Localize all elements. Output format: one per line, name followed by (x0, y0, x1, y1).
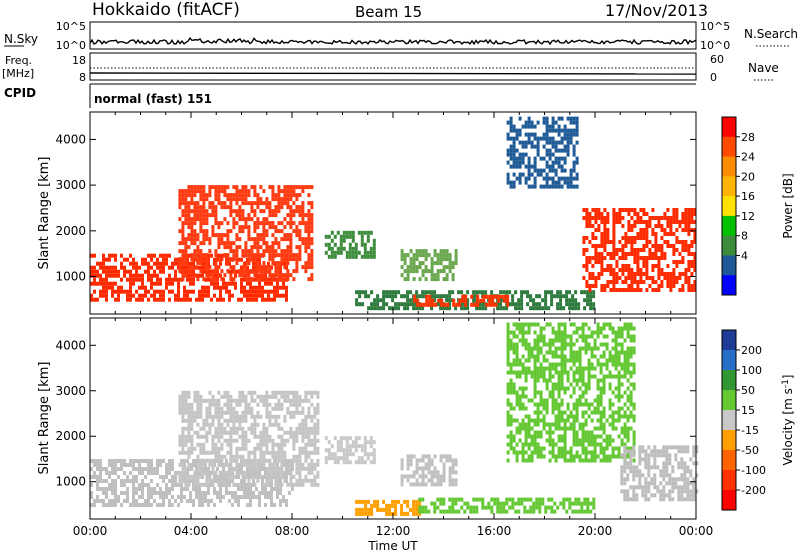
velocity-cbar-seg-8 (722, 490, 736, 510)
power-cbar-seg-1 (722, 137, 736, 157)
power-cbar-tick-6: 4 (741, 249, 748, 262)
power-colorbar: 28 24 20 16 12 8 4 Power [dB] (722, 117, 795, 295)
nsky-strip: N.Sky 10^5 10^0 10^5 10^0 N.Search (4, 20, 798, 52)
nave-tick-top: 60 (710, 53, 724, 66)
x-tick-label-2: 08:00 (275, 524, 310, 538)
velocity-ytick-label-0: 1000 (55, 475, 86, 489)
velocity-region-2 (325, 436, 376, 464)
velocity-cbar-seg-3 (722, 390, 736, 410)
power-panel: 1000 2000 3000 4000 Slant Range [km] (37, 112, 696, 314)
velocity-region-7 (620, 445, 698, 501)
power-colorbar-label: Power [dB] (781, 173, 795, 238)
velocity-cbar-seg-1 (722, 350, 736, 370)
velocity-cbar-tick-2: 50 (741, 384, 755, 397)
nsearch-tick-top: 10^5 (700, 20, 730, 33)
nave-tick-bottom: 0 (710, 71, 717, 84)
x-tick-label-4: 16:00 (477, 524, 512, 538)
freq-unit: [MHz] (2, 67, 34, 80)
power-cbar-seg-7 (722, 255, 736, 275)
velocity-cbar-seg-2 (722, 370, 736, 390)
power-x-axis (90, 112, 696, 314)
velocity-region-6 (507, 323, 636, 463)
power-cbar-seg-2 (722, 157, 736, 177)
velocity-ytick-label-1: 2000 (55, 429, 86, 443)
date-title: 17/Nov/2013 (605, 1, 708, 20)
velocity-y-axis-label: Slant Range [km] (37, 362, 52, 475)
cpid-value: normal (fast) 151 (94, 92, 212, 106)
power-data-layer (90, 117, 696, 311)
x-tick-label-3: 12:00 (376, 524, 411, 538)
cpid-label: CPID (4, 86, 36, 100)
beam-title: Beam 15 (355, 3, 422, 21)
freq-label: Freq. (5, 54, 32, 67)
velocity-colorbar-label: Velocity [m s-1] (781, 375, 795, 466)
x-axis-label: Time UT (367, 539, 418, 553)
power-y-axis-label: Slant Range [km] (37, 157, 52, 270)
nave-label: Nave (748, 61, 779, 75)
velocity-cbar-seg-6 (722, 450, 736, 470)
power-frame (90, 112, 696, 314)
velocity-cbar-tick-3: 15 (741, 404, 755, 417)
power-cbar-tick-3: 16 (741, 190, 755, 203)
x-tick-label-0: 00:00 (73, 524, 108, 538)
nsky-label: N.Sky (4, 32, 38, 46)
nsearch-label: N.Search (744, 27, 798, 41)
power-ytick-label-0: 1000 (55, 270, 86, 284)
power-region-7 (582, 208, 696, 292)
velocity-colorbar: 200 100 50 15 -15 -50 -100 -200 Velocity [m s-1… (722, 330, 795, 510)
velocity-cbar-tick-4: -15 (741, 424, 759, 437)
power-cbar-tick-0: 28 (741, 131, 755, 144)
power-region-3 (401, 249, 458, 281)
x-tick-label-1: 04:00 (174, 524, 209, 538)
velocity-panel: 1000 2000 3000 4000 00:00 04:00 08:00 12:00 16:… (37, 318, 713, 553)
velocity-cbar-tick-0: 200 (741, 344, 762, 357)
velocity-cbar-seg-4 (722, 410, 736, 430)
power-ytick-label-3: 4000 (55, 132, 86, 146)
power-cbar-tick-4: 12 (741, 210, 755, 223)
cpid-strip: CPID normal (fast) 151 (4, 84, 696, 108)
velocity-cbar-seg-5 (722, 430, 736, 450)
velocity-data-layer (90, 323, 698, 516)
velocity-cbar-seg-0 (722, 330, 736, 350)
x-tick-label-6: 00:00 (679, 524, 714, 538)
station-title: Hokkaido (fitACF) (92, 0, 240, 20)
power-cbar-tick-1: 24 (741, 151, 755, 164)
freq-tick-top: 18 (72, 54, 86, 67)
freq-tick-bottom: 8 (79, 71, 86, 84)
nsky-tick-top: 10^5 (56, 20, 86, 33)
power-cbar-tick-5: 8 (741, 230, 748, 243)
velocity-region-5 (418, 498, 595, 514)
power-cbar-seg-5 (722, 216, 736, 236)
velocity-cbar-tick-7: -200 (741, 484, 766, 497)
velocity-cbar-tick-1: 100 (741, 364, 762, 377)
velocity-cbar-tick-5: -50 (741, 444, 759, 457)
nsky-trace (90, 38, 696, 44)
power-cbar-tick-2: 20 (741, 170, 755, 183)
power-region-4 (355, 290, 595, 310)
power-cbar-seg-8 (722, 275, 736, 295)
power-ytick-label-1: 2000 (55, 224, 86, 238)
power-cbar-seg-0 (722, 117, 736, 137)
velocity-cbar-seg-7 (722, 470, 736, 490)
power-region-2 (325, 231, 376, 259)
nsky-tick-bottom: 10^0 (56, 39, 86, 52)
power-region-5 (413, 295, 509, 307)
velocity-ytick-label-3: 4000 (55, 338, 86, 352)
velocity-ytick-label-2: 3000 (55, 384, 86, 398)
power-region-6 (507, 117, 579, 189)
nsearch-tick-bottom: 10^0 (700, 39, 730, 52)
power-ytick-label-2: 3000 (55, 178, 86, 192)
x-tick-label-5: 20:00 (578, 524, 613, 538)
velocity-cbar-tick-6: -100 (741, 464, 766, 477)
power-cbar-seg-6 (722, 236, 736, 256)
power-cbar-seg-4 (722, 196, 736, 216)
freq-trace (90, 73, 696, 74)
velocity-region-4 (355, 500, 421, 516)
velocity-region-3 (401, 454, 458, 486)
power-cbar-seg-3 (722, 176, 736, 196)
freq-strip: Freq. [MHz] 18 8 60 0 Nave (2, 53, 779, 84)
